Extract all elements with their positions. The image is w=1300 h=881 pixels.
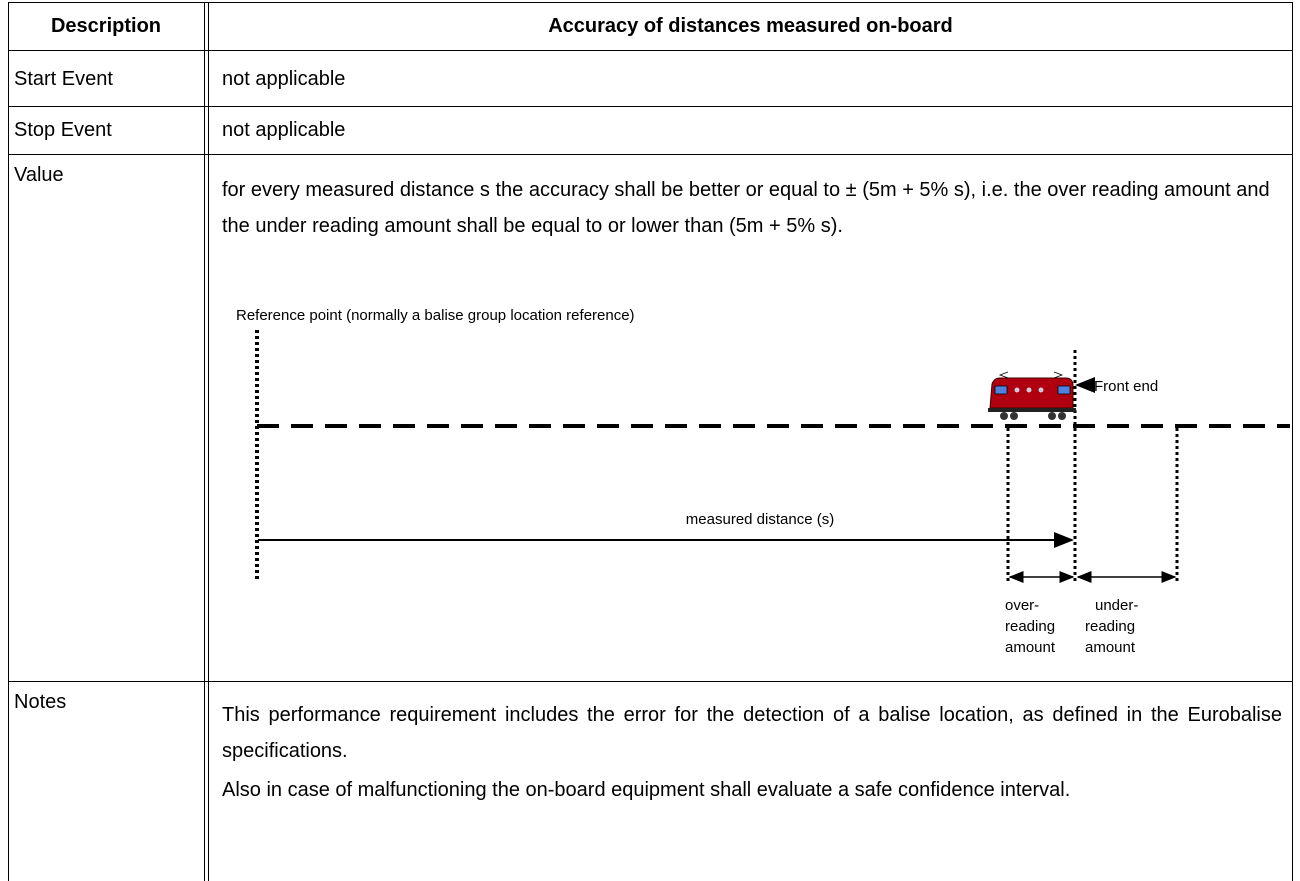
- over-label: over-: [1005, 597, 1039, 614]
- train: [988, 372, 1076, 420]
- under-label: amount: [1085, 639, 1136, 656]
- document: Description Accuracy of distances measur…: [0, 0, 1300, 881]
- reference-label: Reference point (normally a balise group…: [236, 307, 635, 324]
- under-label: under-: [1095, 597, 1138, 614]
- under-label: reading: [1085, 618, 1135, 635]
- diagram: Reference point (normally a balise group…: [0, 0, 1300, 881]
- over-label: reading: [1005, 618, 1055, 635]
- measured-label: measured distance (s): [686, 511, 834, 528]
- front-end-label: Front end: [1094, 378, 1158, 395]
- over-label: amount: [1005, 639, 1056, 656]
